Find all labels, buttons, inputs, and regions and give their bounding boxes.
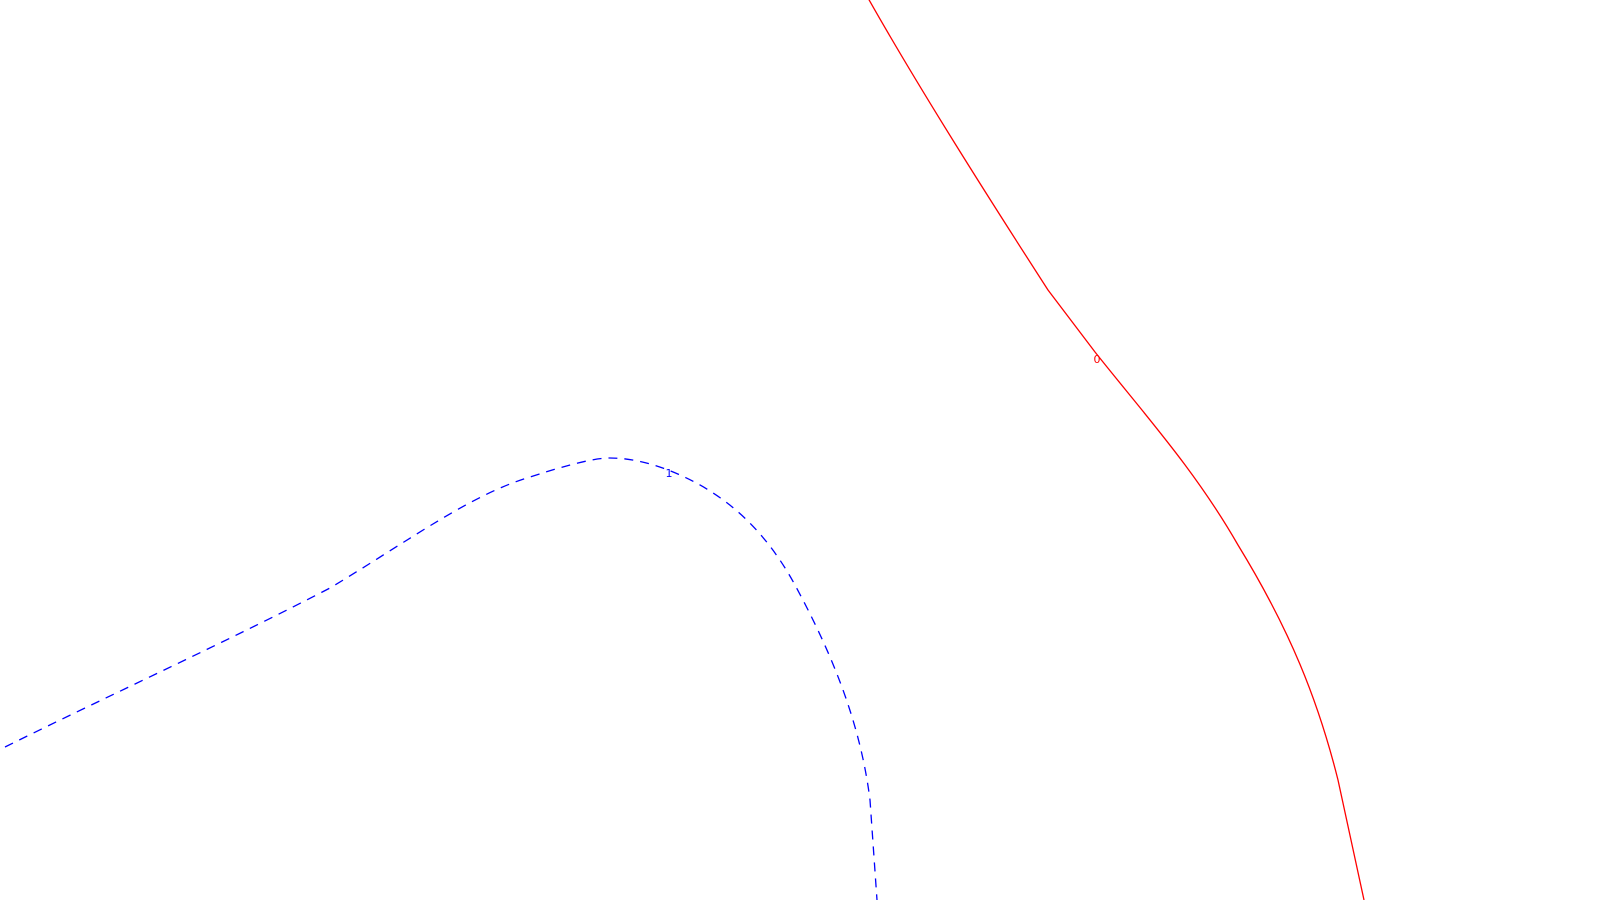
contour-line-0 [868, 0, 1365, 900]
contour-line-1 [4, 457, 878, 900]
contour-label-1: 1 [666, 467, 673, 480]
contour-label-0: 0 [1094, 353, 1101, 366]
